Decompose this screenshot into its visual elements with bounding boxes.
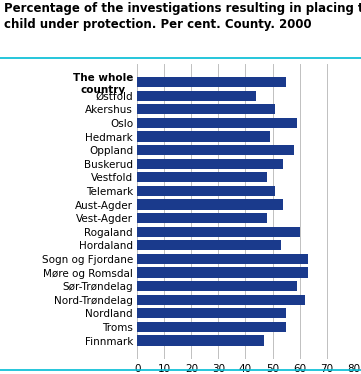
- Bar: [137, 91, 256, 101]
- Bar: [137, 104, 275, 114]
- Bar: [137, 335, 264, 346]
- Bar: [137, 322, 286, 332]
- Bar: [137, 199, 283, 209]
- Bar: [137, 227, 300, 237]
- Bar: [137, 240, 281, 251]
- Bar: [137, 267, 308, 278]
- Bar: [137, 131, 270, 142]
- Bar: [137, 172, 267, 183]
- Bar: [137, 186, 275, 196]
- Bar: [137, 213, 267, 223]
- Bar: [137, 295, 305, 305]
- Bar: [137, 281, 297, 291]
- Bar: [137, 118, 297, 128]
- Bar: [137, 77, 286, 87]
- Bar: [137, 308, 286, 318]
- Bar: [137, 145, 294, 155]
- Text: Percentage of the investigations resulting in placing the
child under protection: Percentage of the investigations resulti…: [4, 2, 361, 31]
- Bar: [137, 254, 308, 264]
- Bar: [137, 159, 283, 169]
